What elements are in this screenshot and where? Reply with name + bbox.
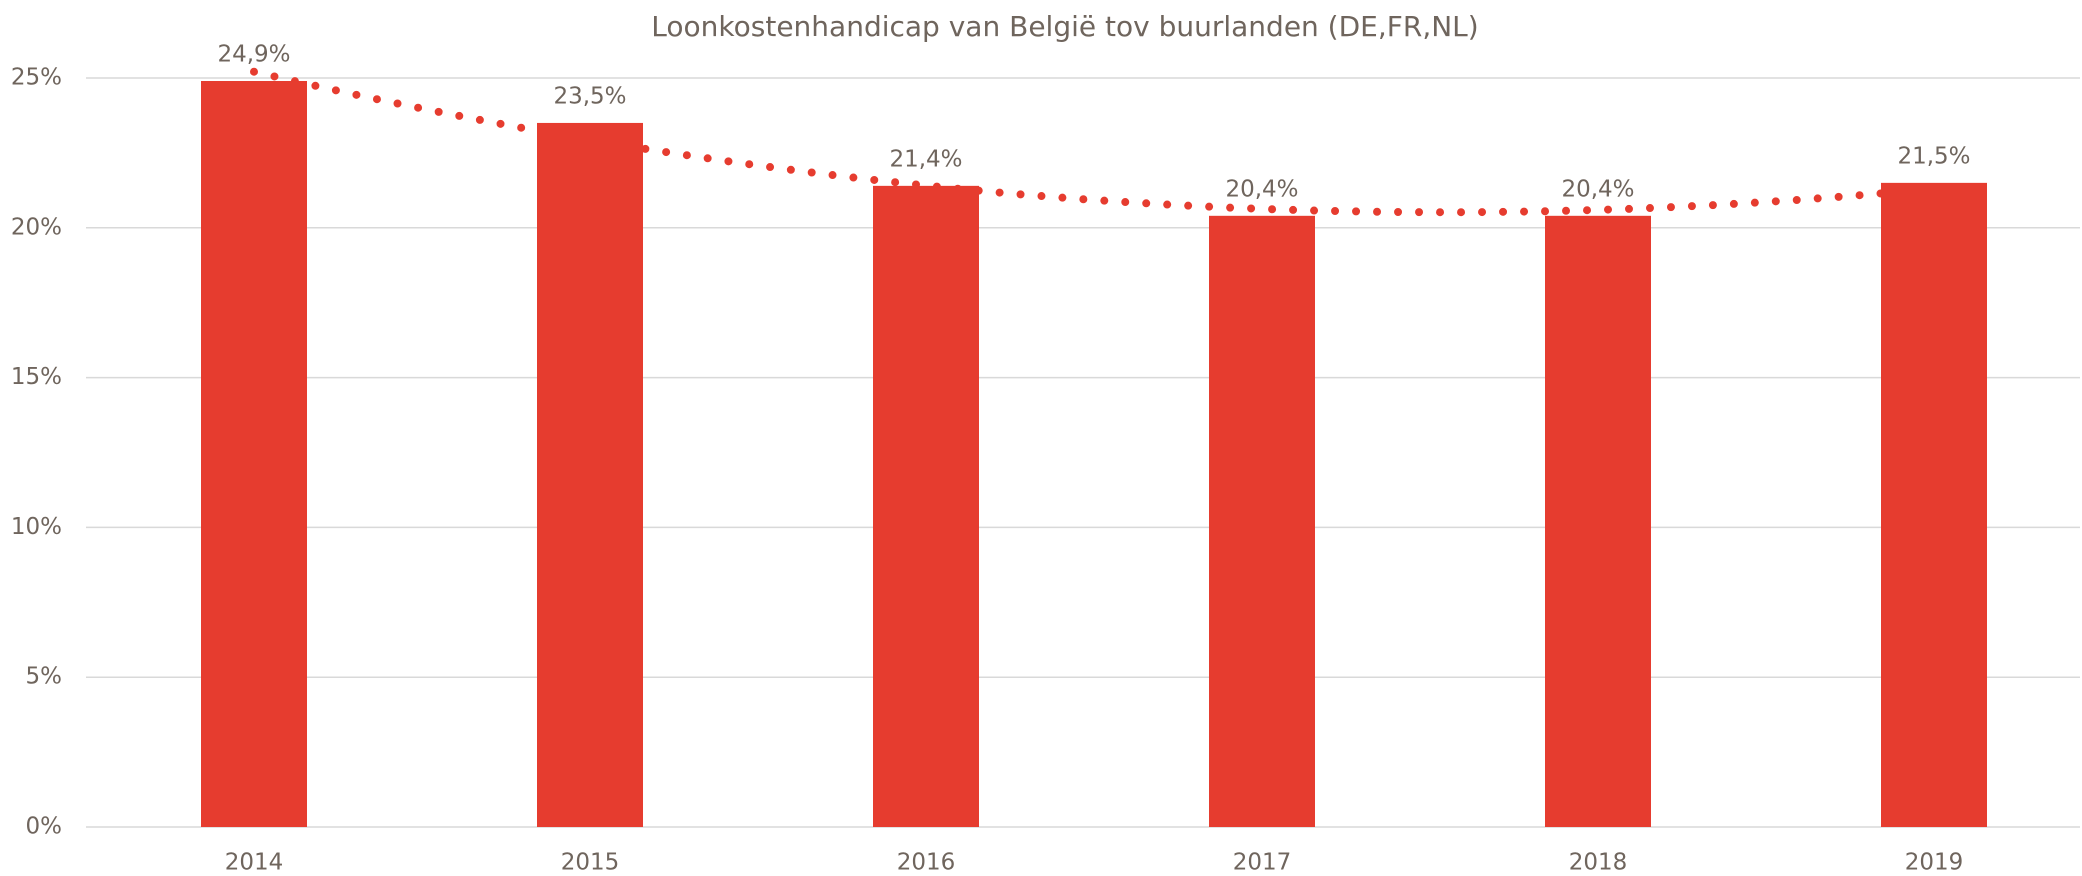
y-tick-label: 5% bbox=[26, 664, 63, 690]
data-label: 21,4% bbox=[889, 146, 962, 172]
y-tick-label: 20% bbox=[11, 214, 62, 240]
y-tick-label: 25% bbox=[11, 65, 62, 91]
bar bbox=[873, 185, 979, 827]
y-tick-label: 10% bbox=[11, 514, 62, 540]
bar bbox=[1881, 182, 1987, 828]
data-label: 21,5% bbox=[1897, 143, 1970, 169]
chart-title: Loonkostenhandicap van België tov buurla… bbox=[651, 10, 1478, 43]
bar bbox=[1545, 215, 1651, 828]
data-label: 20,4% bbox=[1225, 176, 1298, 202]
x-tick-label: 2014 bbox=[225, 850, 284, 876]
x-tick-label: 2017 bbox=[1233, 850, 1292, 876]
data-label: 20,4% bbox=[1561, 176, 1634, 202]
y-tick-label: 15% bbox=[11, 364, 62, 390]
y-tick-label: 0% bbox=[26, 814, 63, 840]
trendline bbox=[250, 67, 1938, 217]
x-tick-label: 2015 bbox=[561, 850, 620, 876]
x-tick-label: 2019 bbox=[1905, 850, 1964, 876]
x-tick-label: 2016 bbox=[897, 850, 956, 876]
bar bbox=[1209, 215, 1315, 828]
data-label: 24,9% bbox=[217, 41, 290, 67]
bar bbox=[201, 80, 307, 828]
bar bbox=[537, 122, 643, 827]
data-label: 23,5% bbox=[553, 83, 626, 109]
x-tick-label: 2018 bbox=[1569, 850, 1628, 876]
